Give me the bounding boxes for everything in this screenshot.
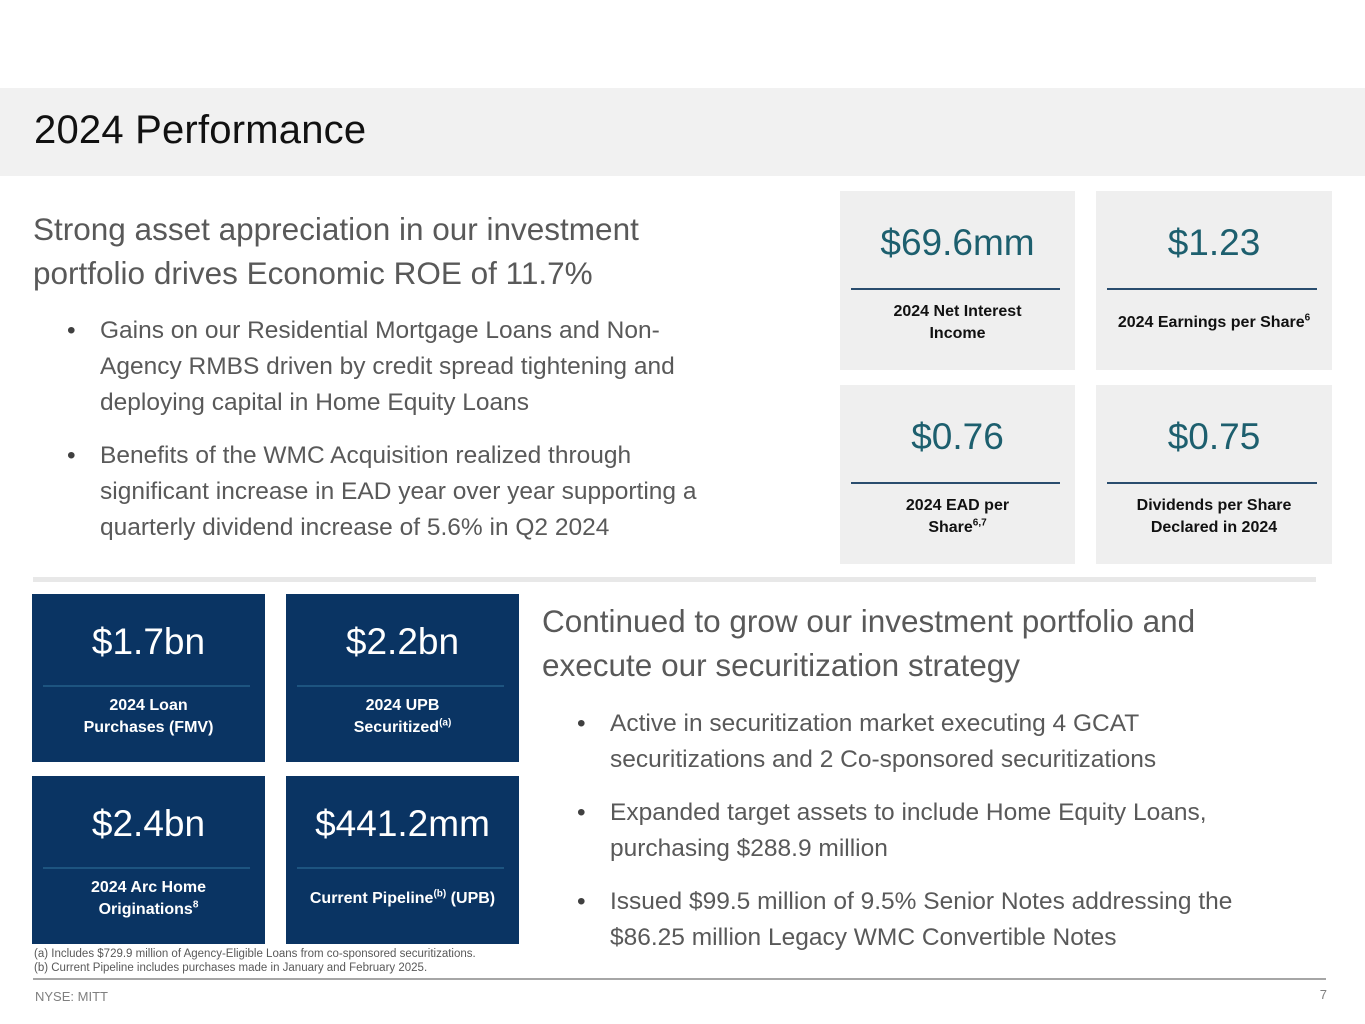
kpi-divider: [297, 867, 504, 869]
bullet-text: Gains on our Residential Mortgage Loans …: [100, 317, 660, 344]
kpi-dividends-per-share: $0.75 Dividends per Share Declared in 20…: [1096, 385, 1332, 564]
kpi-label: 2024 Loan Purchases (FMV): [38, 695, 259, 739]
headline-line: execute our securitization strategy: [542, 647, 1020, 683]
kpi-label-line: 2024 UPB: [365, 697, 440, 714]
kpi-value: $1.23: [1167, 222, 1261, 263]
bullet-icon: •: [577, 710, 586, 737]
kpi-net-interest-income: $69.6mm 2024 Net Interest Income: [840, 191, 1075, 370]
section1-headline: Strong asset appreciation in our investm…: [33, 207, 639, 295]
kpi-value: $2.4bn: [91, 803, 206, 844]
kpi-label-text: Current Pipeline: [309, 890, 434, 907]
kpi-divider: [43, 867, 250, 869]
kpi-label-line: 2024 EAD per: [905, 497, 1010, 514]
bullet-text: quarterly dividend increase of 5.6% in Q…: [100, 514, 610, 541]
kpi-value: $441.2mm: [315, 803, 490, 844]
kpi-label-text: 2024 Earnings per Share: [1117, 314, 1305, 331]
page-title: 2024 Performance: [34, 108, 367, 152]
kpi-upb-securitized: $2.2bn 2024 UPB Securitized(a): [286, 594, 519, 762]
bullet-item: • Active in securitization market execut…: [543, 706, 1333, 778]
bullet-text: Issued $99.5 million of 9.5% Senior Note…: [610, 888, 1233, 915]
footnote-ref: 6: [1304, 312, 1311, 324]
kpi-divider: [851, 482, 1060, 484]
title-band: [0, 88, 1365, 176]
kpi-label-line: 2024 Arc Home: [90, 879, 207, 896]
footnote-ref: (b): [433, 888, 447, 900]
kpi-label-line: 2024 Net Interest: [893, 303, 1022, 320]
kpi-label-line: Dividends per Share: [1136, 497, 1292, 514]
kpi-divider: [43, 685, 250, 687]
bullet-text: Active in securitization market executin…: [610, 710, 1140, 737]
bullet-icon: •: [577, 799, 586, 826]
kpi-value: $0.76: [911, 416, 1004, 457]
kpi-value: $0.75: [1167, 416, 1261, 457]
kpi-label: Dividends per Share Declared in 2024: [1102, 495, 1326, 539]
kpi-divider: [1107, 288, 1317, 290]
footnote-ref: 6,7: [972, 517, 987, 529]
headline-line: Strong asset appreciation in our investm…: [33, 211, 639, 247]
headline-line: Continued to grow our investment portfol…: [542, 603, 1196, 639]
bullet-text: Agency RMBS driven by credit spread tigh…: [100, 353, 675, 380]
kpi-label-line: Income: [929, 325, 986, 342]
kpi-label-text: (UPB): [446, 890, 496, 907]
kpi-earnings-per-share: $1.23 2024 Earnings per Share6: [1096, 191, 1332, 370]
bullet-text: purchasing $288.9 million: [610, 835, 888, 862]
kpi-ead-per-share: $0.76 2024 EAD per Share6,7: [840, 385, 1075, 564]
kpi-current-pipeline: $441.2mm Current Pipeline(b) (UPB): [286, 776, 519, 944]
bullet-text: $86.25 million Legacy WMC Convertible No…: [610, 924, 1117, 951]
kpi-label: 2024 Earnings per Share6: [1102, 312, 1326, 334]
kpi-value: $2.2bn: [345, 621, 460, 662]
kpi-value: $1.7bn: [91, 621, 206, 662]
footer-ticker: NYSE: MITT: [35, 989, 108, 1004]
footnote-b: (b) Current Pipeline includes purchases …: [34, 962, 428, 974]
section1-bullets: • Gains on our Residential Mortgage Loan…: [33, 313, 793, 563]
kpi-label: Current Pipeline(b) (UPB): [292, 888, 513, 910]
kpi-label: 2024 EAD per Share6,7: [846, 495, 1069, 539]
bullet-text: securitizations and 2 Co-sponsored secur…: [610, 746, 1157, 773]
bullet-item: • Issued $99.5 million of 9.5% Senior No…: [543, 884, 1333, 956]
kpi-label: 2024 UPB Securitized(a): [292, 695, 513, 739]
bullet-text: Benefits of the WMC Acquisition realized…: [100, 442, 632, 469]
bullet-text: Expanded target assets to include Home E…: [610, 799, 1207, 826]
kpi-divider: [1107, 482, 1317, 484]
footnote-ref: 8: [192, 899, 199, 911]
bullet-text: significant increase in EAD year over ye…: [100, 478, 697, 505]
bullet-item: • Expanded target assets to include Home…: [543, 795, 1333, 867]
kpi-divider: [297, 685, 504, 687]
bullet-item: • Gains on our Residential Mortgage Loan…: [33, 313, 793, 421]
footnotes: (a) Includes $729.9 million of Agency-El…: [34, 947, 476, 975]
kpi-label-line: Purchases (FMV): [83, 719, 214, 736]
kpi-label-line: Securitized: [353, 719, 440, 736]
kpi-label-line: Originations: [98, 901, 193, 918]
headline-line: portfolio drives Economic ROE of 11.7%: [33, 255, 593, 291]
bullet-icon: •: [67, 317, 76, 344]
section2-headline: Continued to grow our investment portfol…: [542, 599, 1195, 687]
kpi-label: 2024 Arc Home Originations8: [38, 877, 259, 921]
kpi-label: 2024 Net Interest Income: [846, 301, 1069, 345]
footnote-ref: (a): [439, 717, 452, 729]
footnote-a: (a) Includes $729.9 million of Agency-El…: [34, 948, 476, 960]
kpi-loan-purchases: $1.7bn 2024 Loan Purchases (FMV): [32, 594, 265, 762]
kpi-label-line: Share: [928, 519, 973, 536]
kpi-divider: [851, 288, 1060, 290]
bullet-icon: •: [67, 442, 76, 469]
section-divider: [33, 577, 1316, 582]
kpi-label-line: 2024 Loan: [109, 697, 188, 714]
kpi-arc-home-originations: $2.4bn 2024 Arc Home Originations8: [32, 776, 265, 944]
footer-rule: [33, 978, 1326, 980]
kpi-label-line: Declared in 2024: [1150, 519, 1278, 536]
bullet-icon: •: [577, 888, 586, 915]
page-number: 7: [1319, 987, 1327, 1002]
bullet-text: deploying capital in Home Equity Loans: [100, 389, 530, 416]
bullet-item: • Benefits of the WMC Acquisition realiz…: [33, 438, 793, 546]
section2-bullets: • Active in securitization market execut…: [543, 706, 1333, 973]
kpi-value: $69.6mm: [880, 222, 1035, 263]
